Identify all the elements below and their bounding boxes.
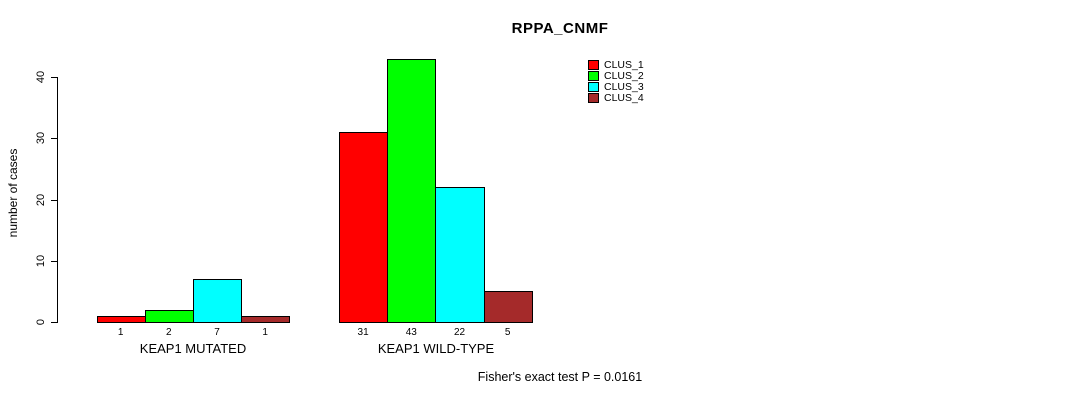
bar-value-label: 31 (357, 327, 369, 338)
legend-swatch-clus_1 (588, 60, 599, 70)
bar-clus_2-group2 (387, 58, 437, 323)
y-tick-mark (51, 322, 57, 323)
bar-value-label: 1 (262, 327, 268, 338)
y-tick-label: 30 (35, 132, 47, 145)
y-tick-label: 20 (35, 193, 47, 206)
bar-clus_4-group2 (483, 291, 533, 323)
y-axis-line (57, 77, 58, 323)
bar-clus_3-group2 (435, 187, 485, 323)
legend-label-clus_2: CLUS_2 (604, 70, 644, 82)
y-tick-label: 0 (35, 318, 47, 326)
x-group-label-keap1-mutated: KEAP1 MUTATED (139, 341, 247, 356)
bar-clus_2-group1 (144, 309, 194, 323)
y-tick-label: 10 (35, 254, 47, 267)
bar-value-label: 7 (214, 327, 220, 338)
y-tick-mark (51, 138, 57, 140)
bar-clus_1-group1 (96, 315, 146, 323)
bar-value-label: 22 (453, 327, 466, 338)
y-tick-mark (51, 260, 57, 262)
y-tick-mark (51, 77, 57, 78)
legend-swatch-clus_2 (588, 71, 599, 81)
x-group-label-keap1-wild-type: KEAP1 WILD-TYPE (377, 341, 495, 356)
legend-label-clus_3: CLUS_3 (604, 81, 644, 93)
chart-title: RPPA_CNMF (511, 20, 609, 37)
bar-value-label: 5 (504, 327, 511, 338)
y-tick-mark (51, 199, 57, 201)
legend-label-clus_1: CLUS_1 (604, 59, 644, 71)
bar-value-label: 1 (117, 327, 124, 338)
y-tick-label: 40 (35, 70, 47, 84)
legend-label-clus_4: CLUS_4 (604, 92, 644, 104)
bar-clus_4-group1 (241, 315, 291, 323)
y-axis-label: number of cases (6, 148, 20, 238)
legend-swatch-clus_3 (588, 82, 599, 92)
bar-clus_1-group2 (339, 132, 389, 323)
bar-value-label: 43 (405, 327, 417, 338)
legend-swatch-clus_4 (588, 93, 599, 103)
bar-value-label: 2 (166, 327, 172, 338)
fisher-test-annotation: Fisher's exact test P = 0.0161 (477, 370, 643, 384)
bar-clus_3-group1 (192, 279, 243, 323)
